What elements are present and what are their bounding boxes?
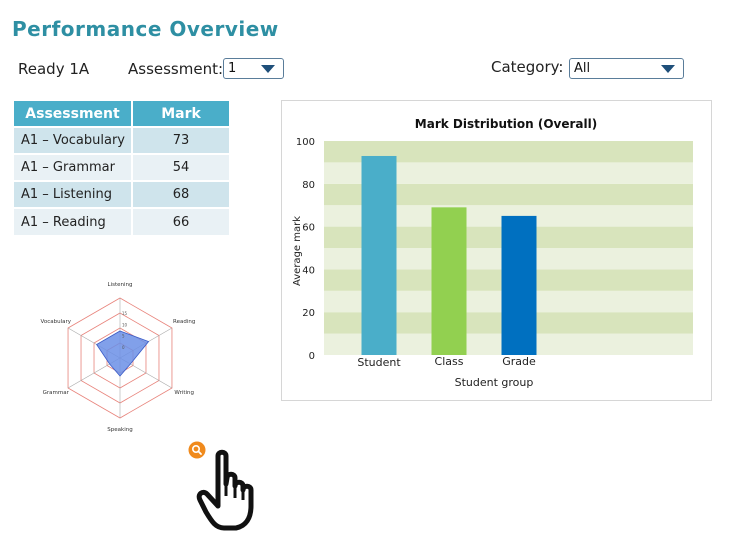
bar-grade[interactable] (501, 215, 537, 355)
radar-value-area (96, 330, 150, 377)
grid-band (324, 205, 693, 227)
assessment-select[interactable]: 1 (223, 58, 284, 79)
row-assessment: A1 – Listening (14, 180, 133, 208)
bar-class[interactable] (431, 207, 467, 355)
radar-tick-label: 0 (122, 345, 125, 350)
radar-chart-svg: Listening Reading Writing Speaking Grammar Vo… (41, 282, 196, 433)
y-tick-label: 80 (302, 180, 315, 191)
radar-axis-label: Writing (174, 390, 194, 396)
radar-axis-label: Grammar (43, 390, 70, 396)
grid-band (324, 162, 693, 184)
class-name: Ready 1A (18, 60, 90, 78)
row-assessment: A1 – Vocabulary (14, 126, 133, 154)
row-mark: 73 (132, 126, 229, 154)
page-title: Performance Overview (12, 17, 279, 41)
chart-title: Mark Distribution (Overall) (415, 117, 597, 131)
table-row: A1 – Listening 68 (14, 180, 229, 208)
chevron-down-icon (661, 65, 675, 73)
grid-band (324, 183, 693, 206)
category-select-value: All (574, 61, 591, 76)
y-tick-label: 0 (309, 351, 315, 362)
category-label: Category: (491, 58, 564, 76)
x-tick-label: Grade (502, 355, 536, 368)
hand-pointer-icon (196, 449, 254, 531)
radar-axis-label: Listening (108, 282, 133, 288)
chevron-down-icon (261, 65, 275, 73)
y-tick-label: 20 (302, 308, 315, 319)
table-row: A1 – Grammar 54 (14, 153, 229, 181)
header-assessment: Assessment (14, 101, 133, 127)
x-tick-label: Class (435, 355, 464, 368)
row-mark: 54 (132, 153, 229, 181)
table-row: A1 – Vocabulary 73 (14, 126, 229, 154)
header-mark: Mark (132, 101, 229, 127)
grid-band (324, 141, 693, 163)
x-tick-label: Student (357, 356, 401, 369)
bar-student[interactable] (361, 155, 397, 355)
radar-tick-label: 10 (122, 322, 128, 327)
x-axis-label: Student group (455, 376, 534, 389)
table-row: A1 – Reading 66 (14, 207, 229, 235)
y-tick-label: 100 (296, 137, 315, 148)
zoom-icon[interactable] (188, 441, 206, 459)
radar-axis-label: Reading (173, 319, 195, 325)
y-tick-label: 60 (302, 223, 315, 234)
assessment-select-value: 1 (228, 61, 237, 76)
row-mark: 68 (132, 180, 229, 208)
radar-tick-label: 5 (122, 334, 125, 339)
y-tick-label: 40 (302, 265, 315, 276)
category-select[interactable]: All (569, 58, 684, 79)
radar-axis-label: Speaking (107, 427, 132, 433)
marks-table: Assessment Mark A1 – Vocabulary 73 A1 – … (14, 101, 229, 235)
skills-radar-chart: Listening Reading Writing Speaking Grammar Vo… (30, 270, 210, 450)
radar-axis-label: Vocabulary (41, 319, 72, 325)
row-assessment: A1 – Grammar (14, 153, 133, 181)
table-header-row: Assessment Mark (14, 101, 229, 127)
assessment-label: Assessment: (128, 60, 224, 78)
radar-tick-label: 15 (122, 311, 128, 316)
row-assessment: A1 – Reading (14, 207, 133, 235)
row-mark: 66 (132, 207, 229, 235)
bar-chart-svg: Mark Distribution (Overall) 0 20 40 60 80 100… (292, 117, 693, 389)
y-axis-label: Average mark (292, 216, 303, 286)
mark-distribution-chart: Mark Distribution (Overall) 0 20 40 60 80 100… (281, 100, 712, 401)
